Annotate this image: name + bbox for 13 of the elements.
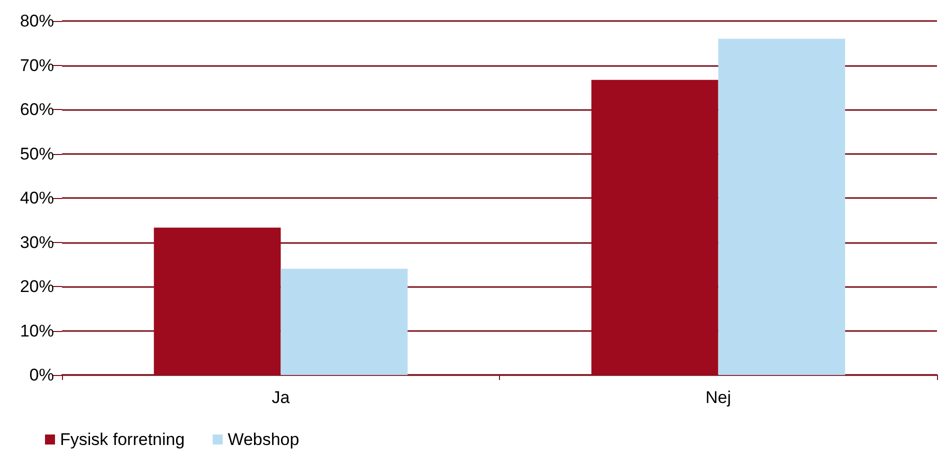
y-tick-label: 80%: [20, 12, 54, 30]
y-tick-label: 0%: [29, 366, 54, 384]
legend-label: Fysisk forretning: [60, 430, 185, 449]
legend-label: Webshop: [228, 430, 300, 449]
y-tick-label: 60%: [20, 100, 54, 119]
y-tick-label: 50%: [20, 144, 54, 164]
y-tick-label: 20%: [20, 277, 54, 296]
y-tick-label: 70%: [20, 56, 54, 75]
y-tick-label: 30%: [20, 232, 54, 252]
y-tick-label: 10%: [20, 321, 54, 340]
x-tick-label: Nej: [705, 388, 732, 407]
x-tick-label: Ja: [272, 388, 290, 407]
y-tick-label: 40%: [20, 188, 54, 208]
